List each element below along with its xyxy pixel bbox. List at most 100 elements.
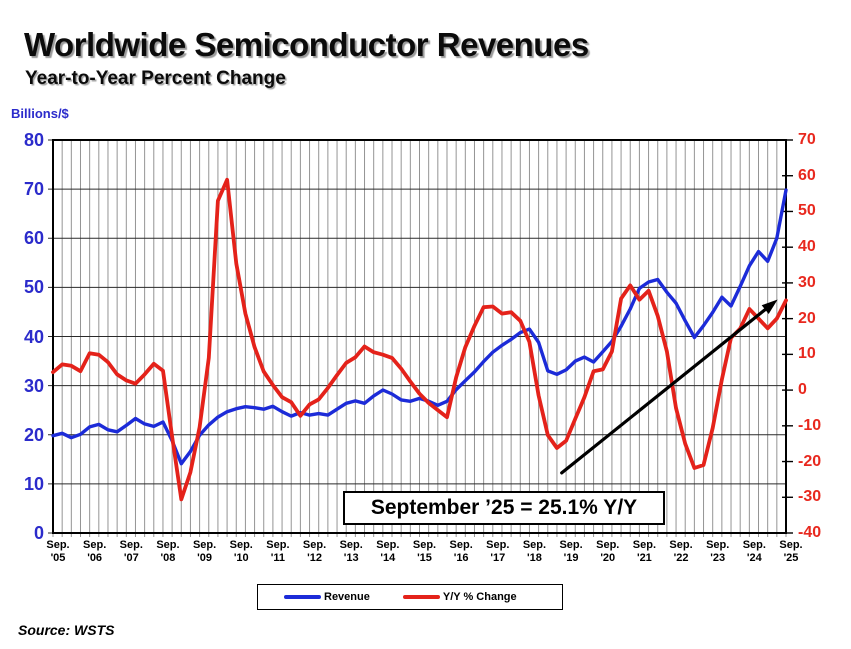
source-note: Source: WSTS	[18, 622, 115, 638]
legend-revenue: Revenue	[284, 591, 370, 603]
x-tick-month: Sep.	[486, 539, 510, 551]
x-tick-year: '15	[417, 552, 432, 564]
x-axis-tick-label: Sep. '11	[256, 539, 300, 565]
x-tick-year: '10	[233, 552, 249, 564]
plot-area	[48, 139, 793, 537]
chart-title: Worldwide Semiconductor Revenues	[24, 26, 589, 63]
x-tick-year: '17	[490, 552, 506, 564]
x-axis-tick-label: Sep. '20	[586, 539, 630, 565]
x-axis-tick-label: Sep. '13	[329, 539, 373, 565]
x-axis-tick-label: Sep. '14	[366, 539, 410, 565]
x-axis-tick-label: Sep. '06	[73, 539, 117, 565]
x-tick-year: '23	[710, 552, 726, 564]
x-axis-tick-label: Sep. '16	[439, 539, 483, 565]
right-axis-tick-label: 10	[798, 345, 816, 363]
x-tick-month: Sep.	[302, 539, 327, 551]
right-axis-tick-label: 60	[798, 166, 816, 184]
x-tick-year: '11	[270, 552, 286, 564]
x-tick-month: Sep.	[192, 539, 217, 551]
x-axis-tick-label: Sep. '23	[696, 539, 740, 565]
left-axis-tick-label: 80	[23, 130, 44, 150]
x-tick-year: '06	[87, 552, 103, 564]
x-tick-year: '05	[50, 552, 66, 564]
legend: Revenue Y/Y % Change	[257, 584, 563, 610]
left-axis-unit-label: Billions/$	[11, 106, 69, 121]
annotation-text: September ’25 = 25.1% Y/Y	[370, 496, 638, 519]
right-axis-tick-label: 0	[798, 381, 807, 399]
right-axis-tick-label: 20	[798, 309, 816, 327]
x-tick-month: Sep.	[632, 539, 656, 551]
x-tick-month: Sep.	[266, 539, 290, 551]
right-axis-tick-label: -40	[798, 524, 822, 541]
left-axis-tick-label: 30	[23, 375, 44, 396]
x-axis-tick-label: Sep. '10	[219, 539, 263, 565]
x-tick-month: Sep.	[119, 539, 143, 551]
right-axis-tick-label: -10	[798, 416, 822, 434]
x-tick-month: Sep.	[229, 539, 253, 551]
x-tick-year: '20	[600, 552, 616, 564]
x-axis-tick-label: Sep. '08	[146, 539, 190, 565]
x-tick-month: Sep.	[559, 539, 583, 551]
x-tick-year: '18	[527, 552, 542, 564]
x-tick-month: Sep.	[83, 539, 107, 551]
left-axis-tick-label: 20	[23, 424, 44, 445]
x-axis-tick-label: Sep. '25	[769, 539, 813, 565]
x-tick-year: '09	[197, 552, 213, 564]
left-axis-tick-label: 60	[23, 228, 44, 249]
x-tick-month: Sep.	[706, 539, 730, 551]
left-axis-tick-label: 10	[23, 473, 44, 494]
x-tick-year: '12	[307, 552, 322, 564]
right-axis-tick-label: 30	[798, 273, 816, 291]
yoy-line	[51, 177, 788, 502]
plot-svg	[48, 139, 793, 537]
legend-yoy-label: Y/Y % Change	[442, 591, 517, 603]
annotation-box: September ’25 = 25.1% Y/Y	[343, 491, 665, 525]
trend-arrow-shaft	[560, 307, 767, 475]
x-tick-year: '22	[673, 552, 689, 564]
revenue-line-swatch	[284, 595, 321, 599]
x-tick-year: '14	[380, 552, 396, 564]
x-tick-month: Sep.	[412, 539, 437, 551]
trend-arrow-head	[761, 299, 778, 314]
x-axis-tick-label: Sep. '18	[512, 539, 556, 565]
x-tick-year: '24	[746, 552, 762, 564]
x-tick-year: '19	[563, 552, 579, 564]
x-axis-tick-label: Sep. '07	[109, 539, 153, 565]
x-tick-month: Sep.	[669, 539, 693, 551]
left-axis-tick-label: 50	[23, 277, 44, 298]
left-axis-tick-label: 70	[23, 179, 44, 200]
x-tick-year: '21	[636, 552, 652, 564]
x-axis-tick-label: Sep. '17	[476, 539, 520, 565]
x-axis-tick-label: Sep. '21	[622, 539, 666, 565]
x-tick-year: '25	[783, 552, 799, 564]
x-tick-month: Sep.	[339, 539, 363, 551]
x-tick-year: '13	[343, 552, 359, 564]
right-axis-tick-label: 70	[798, 131, 816, 148]
x-axis-tick-label: Sep. '09	[183, 539, 227, 565]
yoy-line-swatch	[402, 595, 440, 599]
x-tick-month: Sep.	[596, 539, 620, 551]
x-axis-tick-label: Sep. '24	[732, 539, 776, 565]
left-axis-tick-label: 40	[23, 326, 44, 347]
chart-subtitle: Year-to-Year Percent Change	[25, 68, 286, 89]
x-tick-year: '16	[453, 552, 469, 564]
plot-border	[52, 139, 787, 534]
legend-yoy: Y/Y % Change	[402, 591, 517, 603]
x-tick-month: Sep.	[376, 539, 400, 551]
right-axis-tick-label: 50	[798, 202, 816, 220]
x-axis-tick-label: Sep. '15	[403, 539, 447, 565]
x-axis-tick-label: Sep. '19	[549, 539, 593, 565]
x-axis-tick-label: Sep. '05	[36, 539, 80, 565]
right-axis-tick-label: -30	[798, 488, 822, 506]
right-axis-tick-label: 40	[798, 238, 816, 256]
x-tick-year: '07	[123, 552, 139, 564]
x-tick-month: Sep.	[779, 539, 803, 551]
x-tick-month: Sep.	[522, 539, 547, 551]
left-axis-tick-label: 0	[33, 523, 44, 543]
right-axis-tick-label: -20	[798, 452, 822, 470]
legend-revenue-label: Revenue	[324, 591, 370, 603]
x-axis-tick-label: Sep. '22	[659, 539, 703, 565]
x-tick-year: '08	[160, 552, 176, 564]
x-tick-month: Sep.	[46, 539, 70, 551]
